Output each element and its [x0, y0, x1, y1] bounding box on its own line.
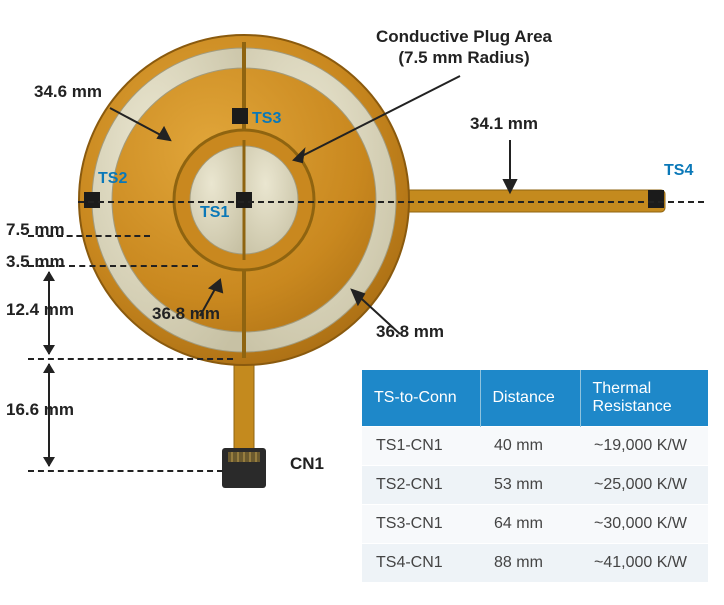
dim-16-6: 16.6 mm [6, 400, 74, 420]
col-ts-to-conn: TS-to-Conn [362, 370, 480, 427]
table-row: TS3-CN1 64 mm ~30,000 K/W [362, 505, 708, 544]
plug-callout-line2: (7.5 mm Radius) [376, 47, 552, 68]
diagram-root: 7.5 mm 3.5 mm 12.4 mm 16.6 mm 34.6 mm 34… [0, 0, 724, 605]
table-row: TS1-CN1 40 mm ~19,000 K/W [362, 427, 708, 466]
thermal-table: TS-to-Conn Distance Thermal Resistance T… [362, 370, 708, 582]
ts3-label: TS3 [252, 110, 281, 128]
dim-36-8-left: 36.8 mm [152, 304, 220, 324]
ts2-label: TS2 [98, 170, 127, 188]
plug-callout: Conductive Plug Area (7.5 mm Radius) [376, 26, 552, 69]
sensor-TS1 [236, 192, 252, 208]
dash-5 [28, 470, 223, 472]
table-row: TS4-CN1 88 mm ~41,000 K/W [362, 544, 708, 583]
ts1-label: TS1 [200, 204, 229, 222]
cn1-label: CN1 [290, 454, 324, 474]
col-distance: Distance [480, 370, 580, 427]
ts4-label: TS4 [664, 162, 693, 180]
dim-12-4: 12.4 mm [6, 300, 74, 320]
table-row: TS2-CN1 53 mm ~25,000 K/W [362, 466, 708, 505]
col-thermal-resistance: Thermal Resistance [580, 370, 708, 427]
dim-3-5: 3.5 mm [6, 252, 65, 272]
sensor-TS3 [232, 108, 248, 124]
sensor-TS4 [648, 190, 664, 208]
table-header-row: TS-to-Conn Distance Thermal Resistance [362, 370, 708, 427]
sensor-TS2 [84, 192, 100, 208]
dim-34-1: 34.1 mm [470, 114, 538, 134]
connector-CN1 [222, 448, 266, 488]
dim-36-8-right: 36.8 mm [376, 322, 444, 342]
dash-4 [28, 358, 233, 360]
dim-34-6: 34.6 mm [34, 82, 102, 102]
dim-7-5: 7.5 mm [6, 220, 65, 240]
dash-center [78, 201, 704, 203]
flex-tail-bottom [234, 360, 254, 455]
plug-callout-line1: Conductive Plug Area [376, 26, 552, 47]
table-body: TS1-CN1 40 mm ~19,000 K/W TS2-CN1 53 mm … [362, 427, 708, 583]
